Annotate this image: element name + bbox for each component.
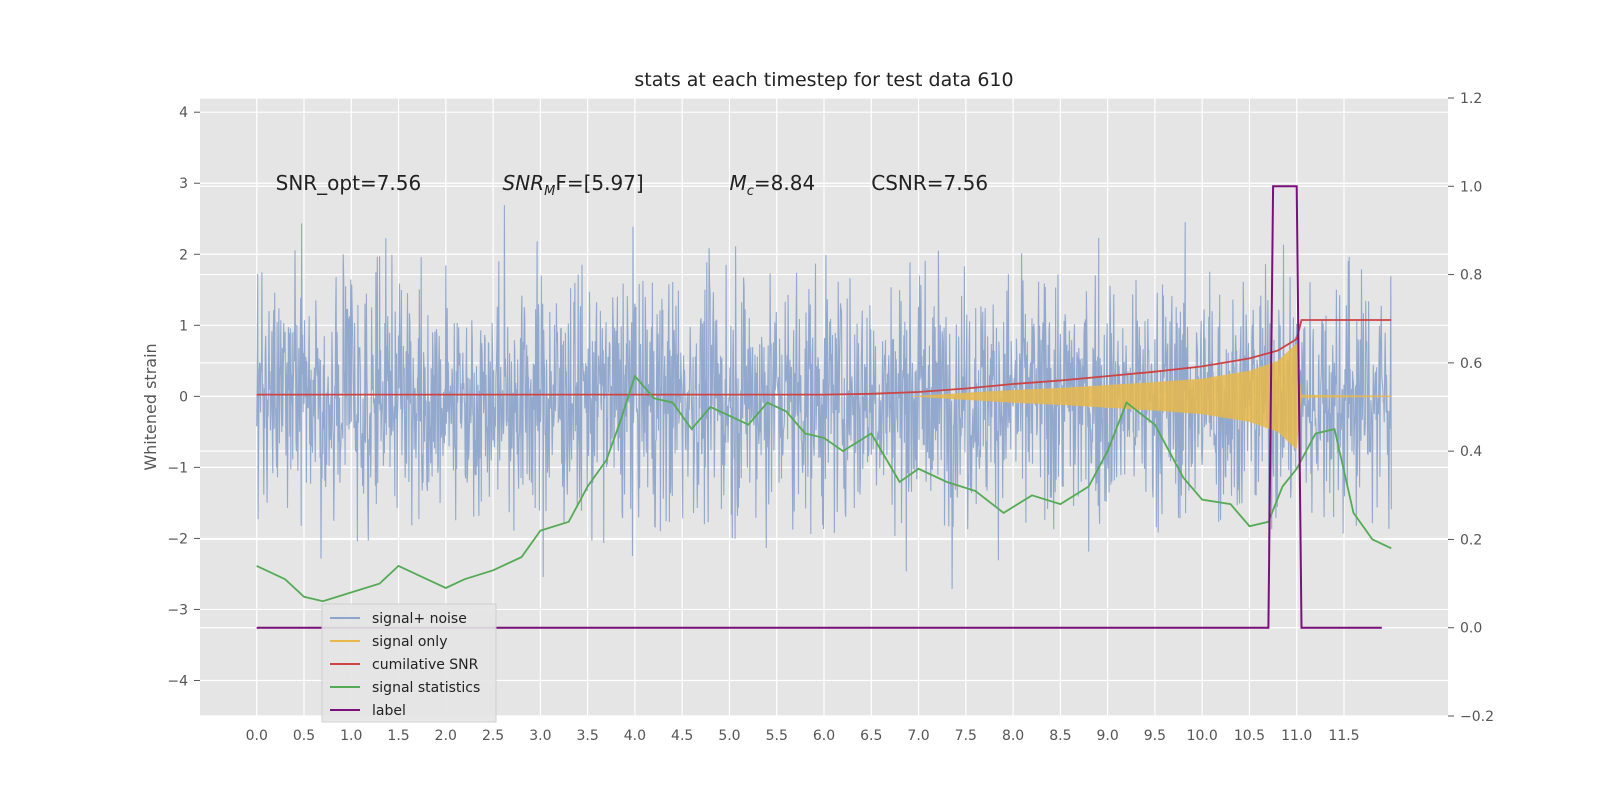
y2-tick-label: 0.6 [1460,356,1482,372]
x-tick-label: 3.5 [577,728,599,744]
x-tick-label: 0.0 [246,728,268,744]
annotation: Mc=8.84 [729,171,815,199]
annotations: SNR_opt=7.56 SNRMF=[5.97] Mc=8.84 CSNR=7.56 [276,171,988,199]
x-tick-label: 7.5 [955,728,977,744]
x-tick-label: 9.0 [1097,728,1119,744]
y-tick-label: 3 [179,176,188,192]
y-tick-label: −4 [167,673,188,689]
y2-tick-label: 0.8 [1460,268,1482,284]
y2-tick-label: 0.0 [1460,621,1482,637]
y-tick-label: 4 [179,105,188,121]
x-tick-label: 11.5 [1328,728,1359,744]
y-tick-label: −3 [167,602,188,618]
axes: 0.0 0.5 1.0 1.5 2.0 2.5 3.0 3.5 4.0 4.5 5.0 5.5 6.0 6… [167,91,1494,744]
y2-tick-label: 0.4 [1460,444,1482,460]
legend-label: cumilative SNR [372,657,479,673]
x-tick-label: 10.5 [1234,728,1265,744]
x-tick-label: 5.5 [766,728,788,744]
x-tick-label: 6.5 [860,728,882,744]
annotation: SNRMF=[5.97] [503,171,644,199]
x-tick-label: 9.5 [1144,728,1166,744]
legend: signal+ noise signal only cumilative SNR si… [321,603,497,723]
signal-statistics-line [256,374,1392,603]
x-tick-label: 4.5 [671,728,693,744]
y-tick-label: 1 [179,318,188,334]
legend-label: signal+ noise [372,611,467,627]
legend-label: signal only [372,634,447,650]
legend-label: signal statistics [372,680,480,696]
cumilative-snr-line [256,319,1392,396]
x-tick-label: 3.0 [529,728,551,744]
label-line [256,185,1382,629]
x-tick-label: 5.0 [718,728,740,744]
x-tick-label: 8.0 [1002,728,1024,744]
annotation: CSNR=7.56 [871,171,988,195]
x-tick-label: 6.0 [813,728,835,744]
x-tick-label: 2.5 [482,728,504,744]
x-tick-label: 2.0 [435,728,457,744]
legend-label: label [372,703,406,719]
x-tick-label: 1.5 [387,728,409,744]
y-tick-label: −1 [167,460,188,476]
y-tick-label: 2 [179,247,188,263]
y2-tick-label: 1.0 [1460,179,1482,195]
y-tick-label: 0 [179,389,188,405]
x-tick-label: 10.0 [1187,728,1218,744]
y2-tick-label: −0.2 [1460,709,1494,725]
x-tick-label: 4.0 [624,728,646,744]
x-tick-label: 0.5 [293,728,315,744]
noise-series [256,205,1392,589]
series-lines [256,185,1392,629]
x-tick-label: 1.0 [340,728,362,744]
x-tick-label: 8.5 [1049,728,1071,744]
y2-tick-label: 0.2 [1460,532,1482,548]
y-tick-label: −2 [167,531,188,547]
chart-title: stats at each timestep for test data 610 [634,69,1013,91]
y2-tick-label: 1.2 [1460,91,1482,107]
annotation: SNR_opt=7.56 [276,171,422,195]
y-axis-label: Whitened strain [141,343,160,470]
x-tick-label: 7.0 [907,728,929,744]
x-tick-label: 11.0 [1281,728,1312,744]
signal-noise-line [256,205,1392,589]
